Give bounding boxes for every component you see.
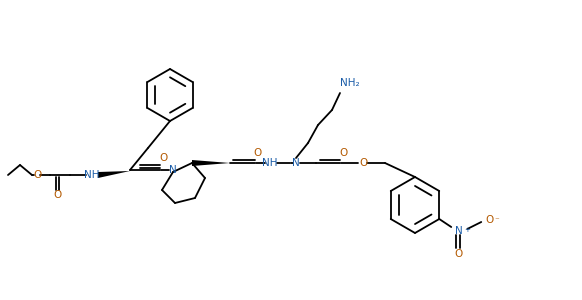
Text: NH: NH (262, 158, 278, 168)
Text: N: N (455, 226, 463, 236)
Text: O: O (254, 148, 262, 158)
Text: N: N (169, 165, 177, 175)
Polygon shape (98, 171, 130, 178)
Text: O: O (485, 215, 494, 225)
Text: +: + (464, 227, 470, 233)
Text: ⁻: ⁻ (494, 216, 499, 225)
Text: NH: NH (84, 170, 100, 180)
Text: O: O (340, 148, 348, 158)
Polygon shape (192, 160, 230, 166)
Text: O: O (53, 190, 61, 200)
Text: NH₂: NH₂ (340, 78, 360, 88)
Text: O: O (33, 170, 41, 180)
Text: N: N (292, 158, 300, 168)
Text: O: O (454, 249, 462, 259)
Text: O: O (159, 153, 167, 163)
Text: O: O (359, 158, 367, 168)
